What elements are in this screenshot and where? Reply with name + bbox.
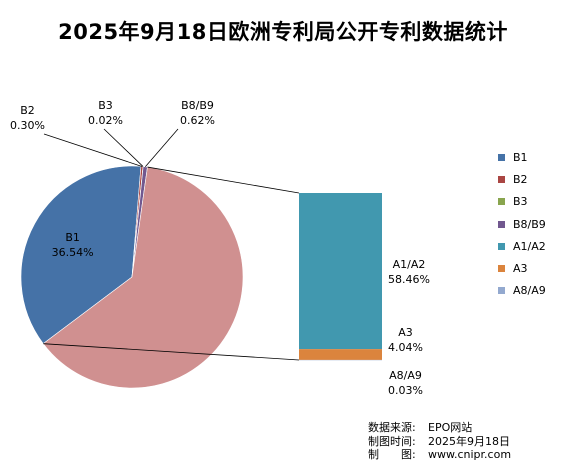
data-label-name: A8/A9 bbox=[388, 368, 423, 383]
maker-value: www.cnipr.com bbox=[428, 448, 511, 462]
date-key: 制图时间: bbox=[368, 435, 428, 449]
data-label-b1: B136.54% bbox=[52, 230, 94, 260]
legend-item-a3: A3 bbox=[498, 257, 546, 279]
legend-label: A1/A2 bbox=[513, 240, 546, 253]
legend-item-b2: B2 bbox=[498, 168, 546, 190]
legend-swatch bbox=[498, 243, 505, 250]
pie-slices bbox=[21, 166, 243, 388]
data-label-value: 0.62% bbox=[180, 113, 215, 128]
data-label-name: B2 bbox=[10, 103, 45, 118]
date-value: 2025年9月18日 bbox=[428, 435, 510, 449]
data-label-value: 0.03% bbox=[388, 383, 423, 398]
legend-item-b8-b9: B8/B9 bbox=[498, 213, 546, 235]
legend-swatch bbox=[498, 154, 505, 161]
legend-item-a8-a9: A8/A9 bbox=[498, 280, 546, 302]
data-label-b8-b9: B8/B90.62% bbox=[180, 98, 215, 128]
data-label-b2: B20.30% bbox=[10, 103, 45, 133]
data-label-name: A1/A2 bbox=[388, 257, 430, 272]
data-label-value: 4.04% bbox=[388, 340, 423, 355]
legend-swatch bbox=[498, 221, 505, 228]
legend-swatch bbox=[498, 176, 505, 183]
data-label-a3: A34.04% bbox=[388, 325, 423, 355]
data-label-value: 0.02% bbox=[88, 113, 123, 128]
legend-swatch bbox=[498, 287, 505, 294]
legend: B1 B2 B3 B8/B9 A1/A2 A3 A8/A9 bbox=[498, 146, 546, 302]
data-label-name: B1 bbox=[52, 230, 94, 245]
data-label-name: A3 bbox=[388, 325, 423, 340]
leader-line-b8-b9 bbox=[145, 129, 178, 167]
data-label-value: 36.54% bbox=[52, 245, 94, 260]
maker-key: 制 图: bbox=[368, 448, 428, 462]
data-label-a8-a9: A8/A90.03% bbox=[388, 368, 423, 398]
breakout-bar bbox=[299, 193, 382, 360]
legend-item-b1: B1 bbox=[498, 146, 546, 168]
legend-label: B2 bbox=[513, 173, 528, 186]
data-label-value: 0.30% bbox=[10, 118, 45, 133]
legend-label: A8/A9 bbox=[513, 284, 546, 297]
legend-item-b3: B3 bbox=[498, 191, 546, 213]
legend-swatch bbox=[498, 198, 505, 205]
bar-segment-a1-a2 bbox=[299, 193, 382, 349]
legend-label: A3 bbox=[513, 262, 528, 275]
footer: 数据来源:EPO网站 制图时间:2025年9月18日 制 图:www.cnipr… bbox=[368, 421, 511, 462]
legend-label: B3 bbox=[513, 195, 528, 208]
bar-segment-a3 bbox=[299, 349, 382, 360]
source-value: EPO网站 bbox=[428, 421, 472, 435]
data-label-a1-a2: A1/A258.46% bbox=[388, 257, 430, 287]
legend-item-a1-a2: A1/A2 bbox=[498, 235, 546, 257]
data-label-name: B8/B9 bbox=[180, 98, 215, 113]
legend-swatch bbox=[498, 265, 505, 272]
data-label-b3: B30.02% bbox=[88, 98, 123, 128]
legend-label: B1 bbox=[513, 151, 528, 164]
leader-line-b3 bbox=[104, 129, 143, 167]
data-label-name: B3 bbox=[88, 98, 123, 113]
source-key: 数据来源: bbox=[368, 421, 428, 435]
legend-label: B8/B9 bbox=[513, 218, 546, 231]
leader-line-b2 bbox=[44, 134, 142, 166]
data-label-value: 58.46% bbox=[388, 272, 430, 287]
